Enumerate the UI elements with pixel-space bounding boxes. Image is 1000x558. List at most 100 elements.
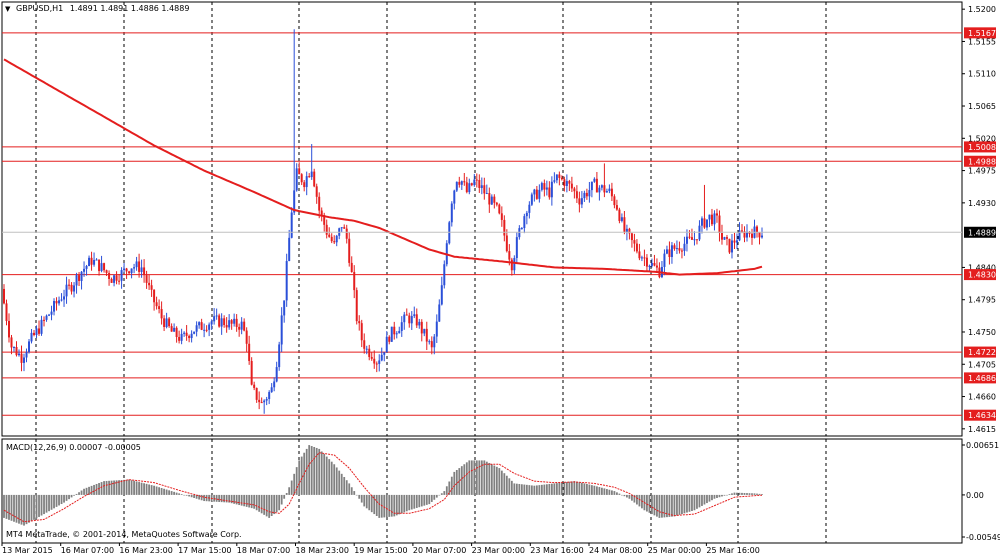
macd-bar	[545, 484, 548, 495]
level-tag	[964, 346, 996, 358]
macd-bar	[245, 494, 248, 507]
candle-body	[350, 262, 353, 273]
candle-body	[280, 315, 283, 345]
candle-body	[618, 209, 621, 221]
macd-bar	[423, 494, 426, 506]
candle-body	[725, 237, 728, 239]
macd-bar	[460, 466, 463, 495]
macd-bar	[510, 480, 513, 495]
macd-bar	[538, 485, 541, 495]
price-scale-label: 1.5155	[968, 37, 996, 46]
level-tag-label: 1.4686	[968, 374, 996, 383]
candle-body	[723, 237, 726, 240]
time-axis-label: 25 Mar 00:00	[648, 546, 701, 555]
macd-bar	[380, 494, 383, 518]
macd-bar	[568, 481, 571, 495]
candle-body	[493, 196, 496, 203]
macd-bar	[33, 494, 35, 520]
candle-body	[335, 235, 338, 243]
macd-bar	[550, 483, 553, 495]
candle-body	[200, 322, 203, 330]
macd-bar	[135, 481, 138, 495]
macd-bar	[485, 461, 488, 495]
candle-body	[700, 218, 703, 226]
candle-body	[755, 226, 758, 233]
macd-bar	[253, 494, 256, 509]
candle-body	[43, 319, 46, 321]
macd-bar	[465, 462, 468, 495]
candle-body	[125, 268, 128, 272]
macd-bar	[93, 484, 95, 495]
macd-bar	[370, 494, 373, 513]
macd-bar	[20, 494, 23, 525]
macd-bar	[285, 492, 288, 495]
macd-bar	[701, 494, 703, 506]
candle-body	[595, 178, 598, 193]
candle-body	[100, 263, 103, 272]
candle-body	[143, 267, 146, 276]
macd-bar	[583, 483, 586, 495]
candle-body	[635, 243, 638, 252]
candle-body	[230, 320, 233, 324]
macd-bar	[300, 456, 303, 495]
candle-body	[235, 318, 238, 327]
candle-body	[638, 251, 641, 259]
candle-body	[55, 300, 58, 304]
candle-body	[360, 323, 363, 341]
candle-body	[98, 259, 101, 272]
macd-bar	[288, 487, 291, 495]
candle-body	[198, 322, 201, 326]
menu-triangle-icon[interactable]: ▼	[5, 5, 11, 13]
macd-bar	[743, 492, 746, 495]
candle-body	[690, 237, 693, 240]
candle-body	[598, 187, 601, 193]
candle-body	[478, 180, 481, 188]
macd-bar	[88, 486, 90, 495]
macd-bar	[458, 468, 461, 495]
candle-body	[215, 315, 218, 317]
macd-bar	[128, 479, 130, 495]
candle-body	[623, 217, 626, 232]
candle-body	[455, 181, 458, 191]
candle-body	[300, 174, 303, 183]
candle-body	[105, 270, 108, 273]
candle-body	[303, 182, 306, 188]
macd-label: MACD(12,26,9) 0.00007 -0.00005	[6, 443, 141, 452]
svg-text:1.4889: 1.4889	[968, 228, 996, 237]
candle-body	[340, 227, 343, 229]
candle-body	[615, 205, 618, 210]
macd-bar	[298, 460, 301, 495]
macd-bar	[375, 494, 378, 516]
macd-bar	[503, 473, 506, 495]
macd-bar	[103, 481, 105, 495]
macd-bar	[200, 494, 203, 501]
macd-bar	[70, 494, 73, 498]
candle-body	[48, 314, 51, 316]
macd-bar	[228, 494, 231, 503]
candle-body	[640, 257, 643, 259]
candle-body	[525, 212, 528, 217]
macd-bar	[681, 494, 683, 515]
macd-bar	[721, 494, 723, 497]
candle-body	[738, 230, 741, 241]
candle-body	[8, 320, 11, 338]
macd-bar	[68, 494, 70, 500]
candle-body	[355, 290, 358, 322]
macd-bar	[731, 493, 733, 495]
macd-bar	[90, 485, 93, 495]
candle-body	[240, 321, 243, 330]
horizontal-levels[interactable]	[2, 32, 962, 416]
candle-body	[158, 306, 161, 310]
macd-bar	[355, 494, 358, 496]
candle-body	[408, 315, 411, 324]
time-axis-label: 17 Mar 15:00	[178, 546, 231, 555]
macd-bar	[523, 484, 526, 495]
macd-bar	[145, 483, 148, 495]
candle-body	[460, 181, 463, 185]
price-scale-label: 1.4795	[968, 296, 996, 305]
candle-body	[333, 241, 336, 243]
macd-bar	[100, 482, 103, 495]
candle-body	[745, 231, 748, 238]
main-plot-area[interactable]	[1, 1, 963, 437]
